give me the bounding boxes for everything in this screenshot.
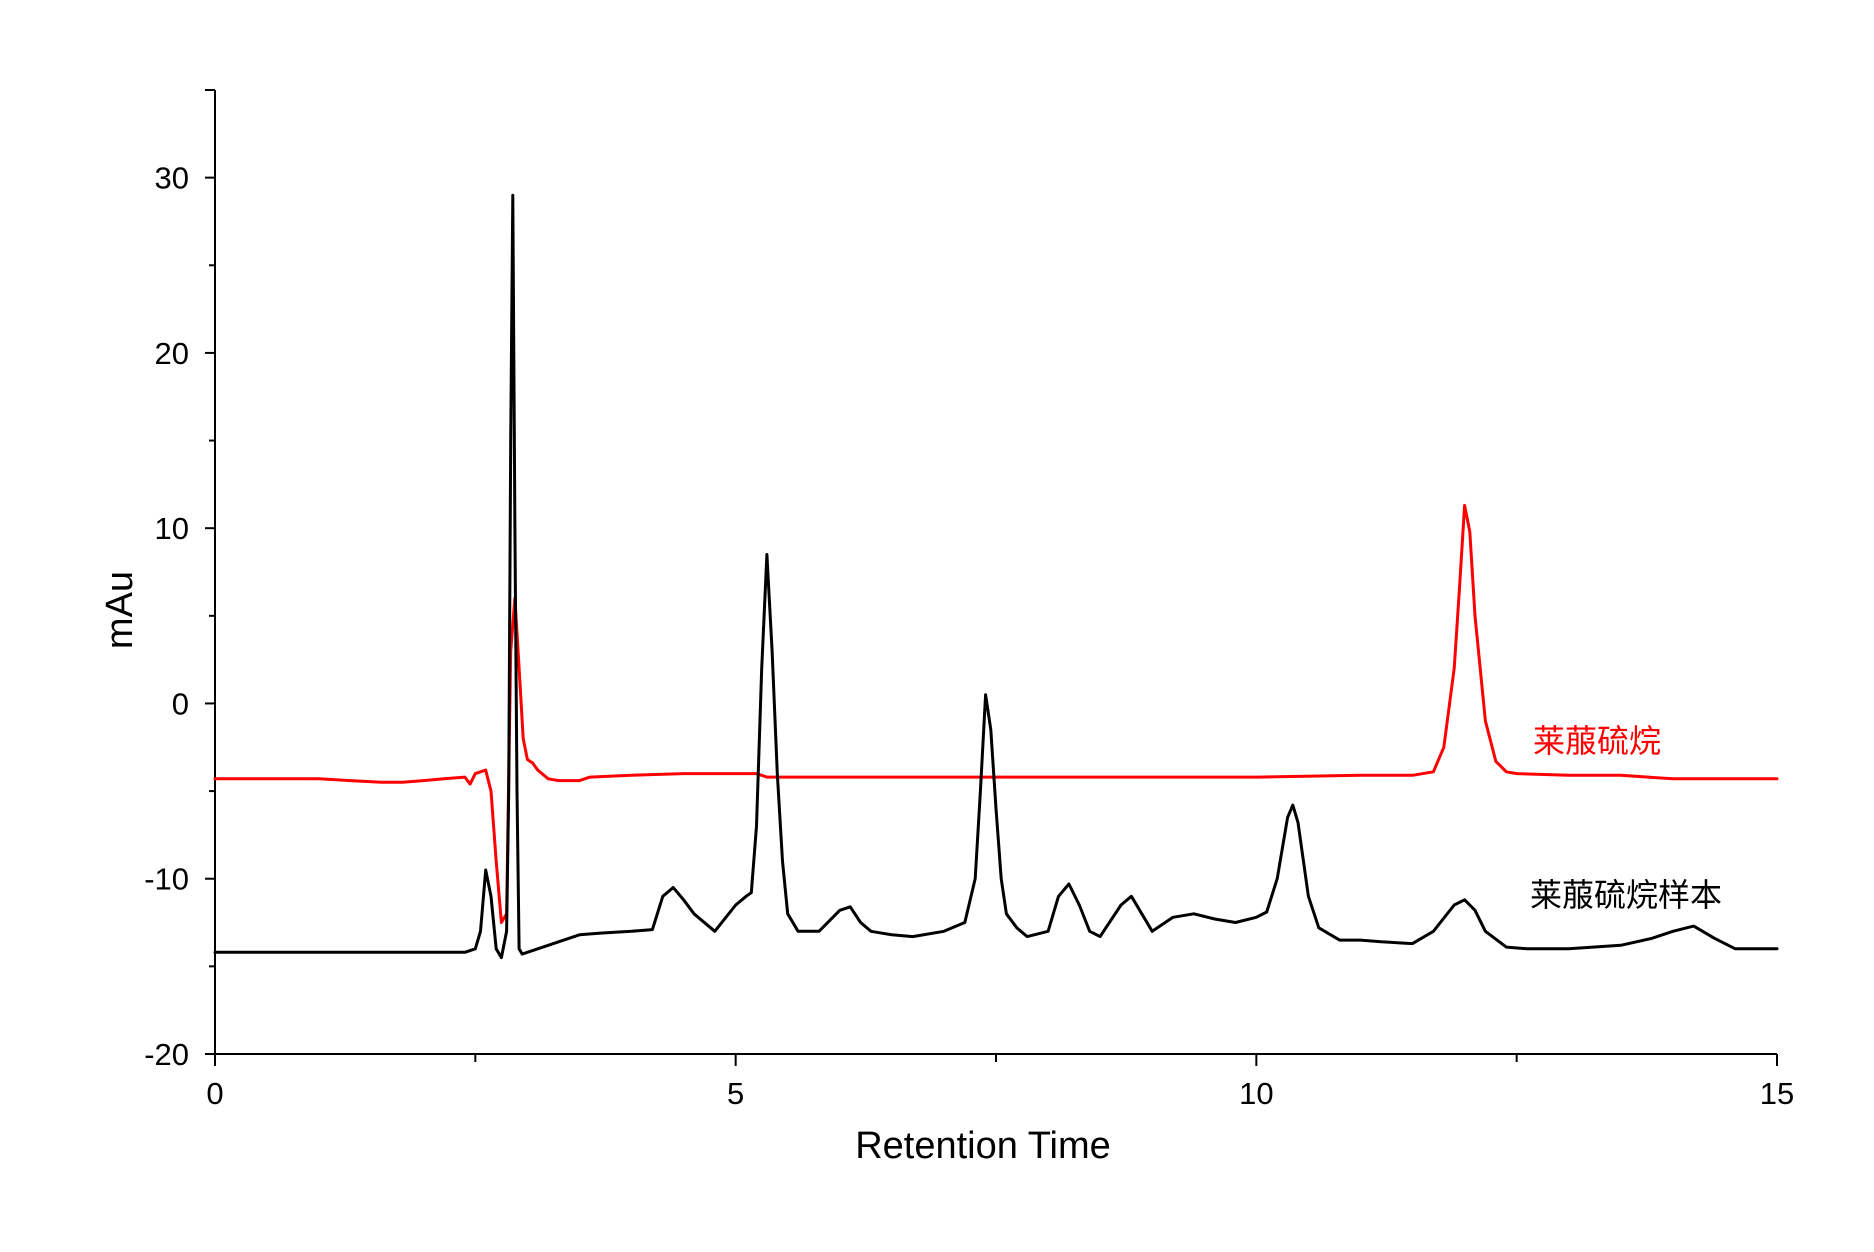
y-tick-label: 30 xyxy=(155,161,189,196)
y-tick-label: 10 xyxy=(155,511,189,546)
series-label-sulforaphane-sample: 莱菔硫烷样本 xyxy=(1530,876,1722,914)
series-line-sulforaphane xyxy=(213,503,1779,924)
x-axis-title: Retention Time xyxy=(855,1125,1111,1167)
x-tick-label: 15 xyxy=(1760,1076,1794,1111)
y-tick-label: -20 xyxy=(144,1037,189,1072)
y-tick-label: 0 xyxy=(172,686,189,721)
traces xyxy=(213,193,1779,960)
x-tick-label: 5 xyxy=(727,1076,744,1111)
ticks: -20 -10 0 10 20 30 0 5 10 15 xyxy=(144,89,1794,1111)
y-axis-title: mAu xyxy=(99,571,141,649)
series-label-sulforaphane: 莱菔硫烷 xyxy=(1533,722,1661,760)
series-line-sulforaphane-sample xyxy=(213,193,1779,960)
x-tick-label: 0 xyxy=(206,1076,223,1111)
x-tick-label: 10 xyxy=(1239,1076,1273,1111)
labels: Retention Time mAu 莱菔硫烷 莱菔硫烷样本 xyxy=(99,571,1722,1167)
y-tick-label: -10 xyxy=(144,862,189,897)
y-tick-label: 20 xyxy=(155,336,189,371)
